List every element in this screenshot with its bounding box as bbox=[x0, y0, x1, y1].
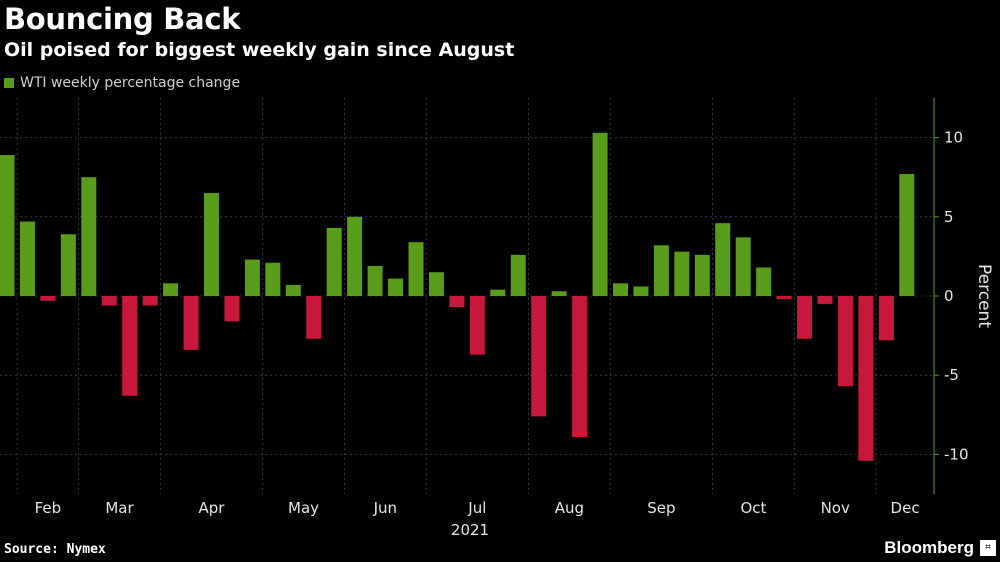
legend-swatch bbox=[4, 78, 14, 88]
bar bbox=[735, 237, 751, 296]
x-tick-label: Apr bbox=[199, 499, 226, 517]
bar bbox=[653, 245, 669, 296]
bar bbox=[858, 296, 874, 461]
legend-label: WTI weekly percentage change bbox=[20, 75, 241, 91]
chart-subtitle: Oil poised for biggest weekly gain since… bbox=[4, 39, 515, 61]
bar bbox=[326, 227, 342, 296]
y-tick-label: 10 bbox=[944, 129, 963, 147]
y-tick-label: 0 bbox=[944, 287, 954, 305]
bar bbox=[244, 259, 260, 296]
x-tick-label: Jul bbox=[467, 499, 486, 517]
bar bbox=[101, 296, 117, 306]
x-tick-label: Nov bbox=[821, 499, 850, 517]
x-axis-labels: Feb Mar Apr May Jun Jul Aug Sep Oct Nov Dec 2021 bbox=[35, 499, 920, 539]
x-tick-label: Feb bbox=[35, 499, 62, 517]
chart-title: Bouncing Back bbox=[4, 2, 241, 36]
y-axis-title: Percent bbox=[974, 264, 994, 328]
bar bbox=[469, 296, 485, 355]
bar bbox=[572, 296, 588, 437]
bar bbox=[183, 296, 199, 350]
bar bbox=[388, 278, 404, 296]
y-tick-label: -10 bbox=[944, 445, 969, 463]
y-axis: -10 -5 0 5 10 Percent bbox=[933, 98, 994, 494]
bar bbox=[408, 242, 424, 296]
bar bbox=[592, 132, 608, 296]
bar bbox=[694, 254, 710, 296]
bar bbox=[756, 267, 772, 296]
y-tick-label: 5 bbox=[944, 208, 954, 226]
bar bbox=[122, 296, 138, 396]
bar bbox=[428, 272, 444, 296]
bar bbox=[633, 286, 649, 296]
bar bbox=[551, 291, 567, 296]
x-tick-label: Oct bbox=[740, 499, 766, 517]
bar bbox=[224, 296, 240, 322]
bar bbox=[674, 251, 690, 296]
bar bbox=[776, 296, 792, 300]
bar bbox=[797, 296, 813, 339]
bar bbox=[0, 155, 15, 296]
bar bbox=[367, 265, 383, 296]
bar bbox=[142, 296, 158, 306]
bar bbox=[285, 284, 301, 296]
bar bbox=[163, 283, 179, 296]
bar bbox=[817, 296, 833, 304]
bar bbox=[40, 296, 56, 301]
bar bbox=[60, 234, 76, 296]
bar bbox=[265, 262, 281, 296]
bar bbox=[449, 296, 465, 308]
legend: WTI weekly percentage change bbox=[4, 75, 240, 91]
y-tick-label: -5 bbox=[944, 366, 959, 384]
bars bbox=[0, 132, 915, 461]
x-tick-label: Aug bbox=[555, 499, 584, 517]
x-tick-label: Dec bbox=[891, 499, 920, 517]
bar bbox=[204, 193, 219, 296]
bar bbox=[490, 289, 506, 296]
bar bbox=[899, 174, 915, 296]
grid-lines bbox=[0, 98, 934, 494]
brand-logo: Bloomberg bbox=[884, 538, 974, 557]
x-tick-label: Mar bbox=[105, 499, 134, 517]
source-note: Source: Nymex bbox=[4, 542, 106, 557]
bar bbox=[878, 296, 894, 341]
x-tick-label: Jun bbox=[373, 499, 397, 517]
bar bbox=[837, 296, 853, 387]
bar bbox=[531, 296, 547, 417]
bar bbox=[613, 283, 628, 296]
x-year-label: 2021 bbox=[451, 521, 489, 539]
x-tick-label: Sep bbox=[647, 499, 675, 517]
bar bbox=[306, 296, 322, 339]
bar bbox=[510, 254, 526, 296]
bar bbox=[347, 216, 363, 296]
bar bbox=[81, 177, 97, 296]
brand-mark-icon: ⌗ bbox=[980, 540, 996, 556]
x-tick-label: May bbox=[288, 499, 319, 517]
bar bbox=[715, 223, 731, 296]
bar bbox=[19, 221, 35, 296]
